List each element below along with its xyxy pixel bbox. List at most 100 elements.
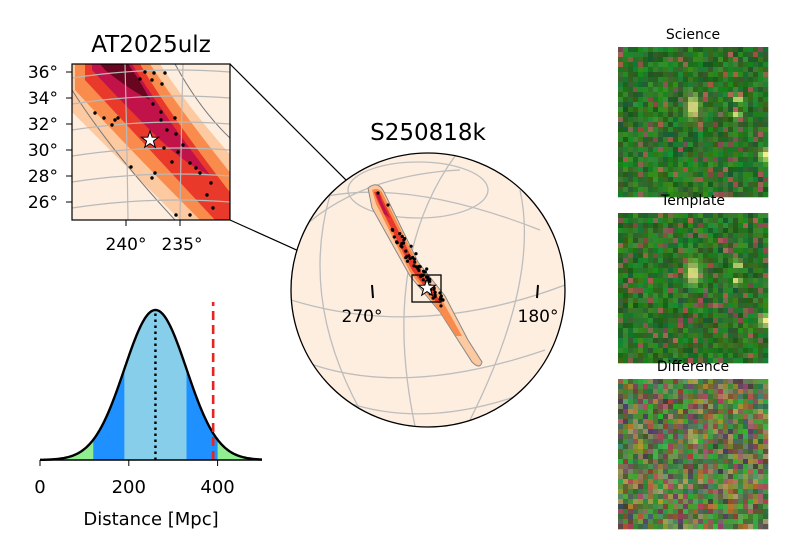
globe-star-marker <box>416 277 438 297</box>
galaxy-dot <box>174 213 178 217</box>
zoom-x-ticks: 240° 235° <box>106 220 203 255</box>
cutout-title-difference: Difference <box>657 359 729 375</box>
galaxy-dot <box>419 274 423 279</box>
galaxy-dot <box>427 277 431 281</box>
galaxy-dot <box>409 244 413 248</box>
globe-outline <box>290 152 566 428</box>
transient-star-marker <box>139 129 161 149</box>
zoom-ytick-label: 36° <box>28 63 58 83</box>
galaxy-dot <box>411 255 415 260</box>
galaxy-dot <box>151 102 155 106</box>
zoom-title: AT2025ulz <box>91 32 211 58</box>
galaxy-dot <box>421 278 425 282</box>
galaxy-dot <box>173 116 177 120</box>
galaxy-dot <box>129 165 133 169</box>
galaxy-dot <box>188 213 192 217</box>
distance-fill <box>40 310 262 460</box>
galaxy-dot <box>102 116 106 120</box>
one-sigma-region <box>124 310 187 460</box>
zoom-heatmap <box>72 64 230 220</box>
galaxy-dot <box>376 191 380 195</box>
galaxy-dot <box>152 71 156 75</box>
galaxy-dot <box>188 161 192 165</box>
distance-panel: 0 200 400 Distance [Mpc] <box>34 302 263 530</box>
galaxy-dot <box>417 264 421 268</box>
lon-tick <box>536 284 539 299</box>
galaxy-dot <box>170 160 174 164</box>
zoom-ytick-label: 32° <box>28 115 58 135</box>
zoom-ytick-label: 28° <box>28 167 58 187</box>
galaxy-dot <box>433 293 437 297</box>
galaxy-dot <box>431 296 435 300</box>
galaxy-dot <box>194 166 198 170</box>
galaxy-dot <box>392 235 396 239</box>
galaxy-dot <box>417 268 421 273</box>
zoom-band-red <box>85 64 230 220</box>
distance-tick-label: 400 <box>200 477 234 498</box>
zoom-region-box <box>411 274 442 303</box>
galaxy-dot <box>150 78 154 82</box>
globe-lon-label: 180° <box>518 307 559 327</box>
zoom-galaxy-dots <box>93 70 215 217</box>
galaxy-dot <box>413 260 417 264</box>
galaxy-dot <box>159 118 163 122</box>
galaxy-dot <box>395 240 399 244</box>
galaxy-dot <box>153 171 157 175</box>
galaxy-dot <box>414 252 418 256</box>
globe-title: S250818k <box>370 120 486 146</box>
galaxy-dot <box>439 304 443 308</box>
galaxy-dot <box>404 249 408 253</box>
distance-tick-label: 0 <box>34 477 45 498</box>
galaxy-dot <box>412 264 416 268</box>
galaxy-dot <box>423 270 427 274</box>
galaxy-dot <box>160 82 164 86</box>
cutout-science <box>618 47 769 198</box>
cutout-template <box>618 213 769 364</box>
cutout-title-science: Science <box>666 27 720 43</box>
zoom-frame <box>71 63 231 221</box>
galaxy-dot <box>116 116 120 120</box>
sky-globe-panel: S250818k 270° 180° <box>290 120 566 428</box>
globe-lon-label: 270° <box>342 307 383 327</box>
zoom-band-crimson <box>92 64 210 175</box>
galaxy-dot <box>424 275 429 279</box>
distance-tick-label: 200 <box>112 477 146 498</box>
zoom-ytick-label: 34° <box>28 89 58 109</box>
galaxy-dot <box>400 234 404 239</box>
galaxy-dot <box>433 290 437 294</box>
galaxy-dot <box>386 203 390 207</box>
galaxy-dot <box>165 128 169 132</box>
galaxy-dot <box>150 176 154 180</box>
cutout-panels: Science Template Difference <box>618 27 769 530</box>
distance-curve <box>39 308 263 462</box>
galaxy-dot <box>159 110 163 114</box>
globe-graticule <box>291 155 565 427</box>
galaxy-dot <box>405 254 409 258</box>
galaxy-dot <box>391 228 395 232</box>
galaxy-dot <box>205 193 209 197</box>
zoom-contour-line <box>72 64 230 220</box>
galaxy-dot <box>400 241 404 246</box>
zoom-grid <box>72 64 230 220</box>
galaxy-dot <box>174 132 178 136</box>
distance-x-label: Distance [Mpc] <box>83 509 218 530</box>
zoom-ytick-label: 26° <box>28 193 58 213</box>
galaxy-dot <box>162 146 166 150</box>
galaxy-dot <box>163 71 167 75</box>
zoom-xtick-label: 235° <box>162 235 203 255</box>
skymap-band-red <box>374 191 442 304</box>
zoom-y-ticks: 36° 34° 32° 30° 28° 26° <box>28 63 72 213</box>
galaxy-dot <box>138 77 142 81</box>
distance-x-ticks: 0 200 400 <box>34 460 235 498</box>
galaxy-dot <box>198 171 202 175</box>
galaxy-dot <box>405 259 410 263</box>
galaxy-dot <box>398 232 402 236</box>
galaxy-dot <box>399 244 403 248</box>
galaxy-dot <box>181 143 185 147</box>
galaxy-dot <box>211 206 215 210</box>
galaxy-dot <box>408 256 412 261</box>
galaxy-dot <box>143 70 147 74</box>
lon-tick <box>371 284 374 299</box>
galaxy-dot <box>425 267 429 271</box>
